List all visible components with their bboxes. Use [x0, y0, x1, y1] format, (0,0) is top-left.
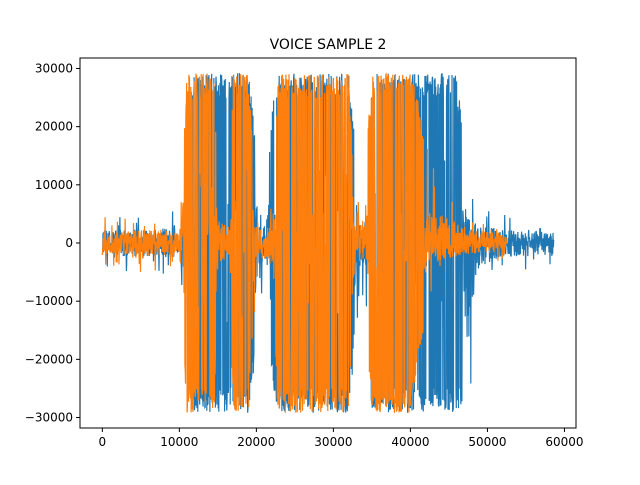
y-axis: −30000 −20000 −10000 0 10000 20000 30000 — [25, 61, 80, 425]
x-tick-label: 0 — [99, 435, 107, 449]
chart-title: VOICE SAMPLE 2 — [270, 37, 387, 53]
x-tick-label: 30000 — [314, 435, 352, 449]
y-tick-label: 20000 — [35, 120, 73, 134]
y-tick-label: −10000 — [25, 294, 73, 308]
x-tick-label: 20000 — [237, 435, 275, 449]
y-tick-label: −20000 — [25, 352, 73, 366]
y-tick-label: 0 — [65, 236, 73, 250]
series-line-2 — [101, 72, 508, 413]
y-tick-label: 30000 — [35, 61, 73, 75]
y-tick-label: 10000 — [35, 178, 73, 192]
x-tick-label: 40000 — [391, 435, 429, 449]
x-tick-label: 10000 — [160, 435, 198, 449]
y-tick-label: −30000 — [25, 411, 73, 425]
x-axis: 0 10000 20000 30000 40000 50000 60000 — [99, 428, 584, 449]
plot-area — [101, 72, 555, 413]
x-tick-label: 50000 — [468, 435, 506, 449]
x-tick-label: 60000 — [545, 435, 583, 449]
